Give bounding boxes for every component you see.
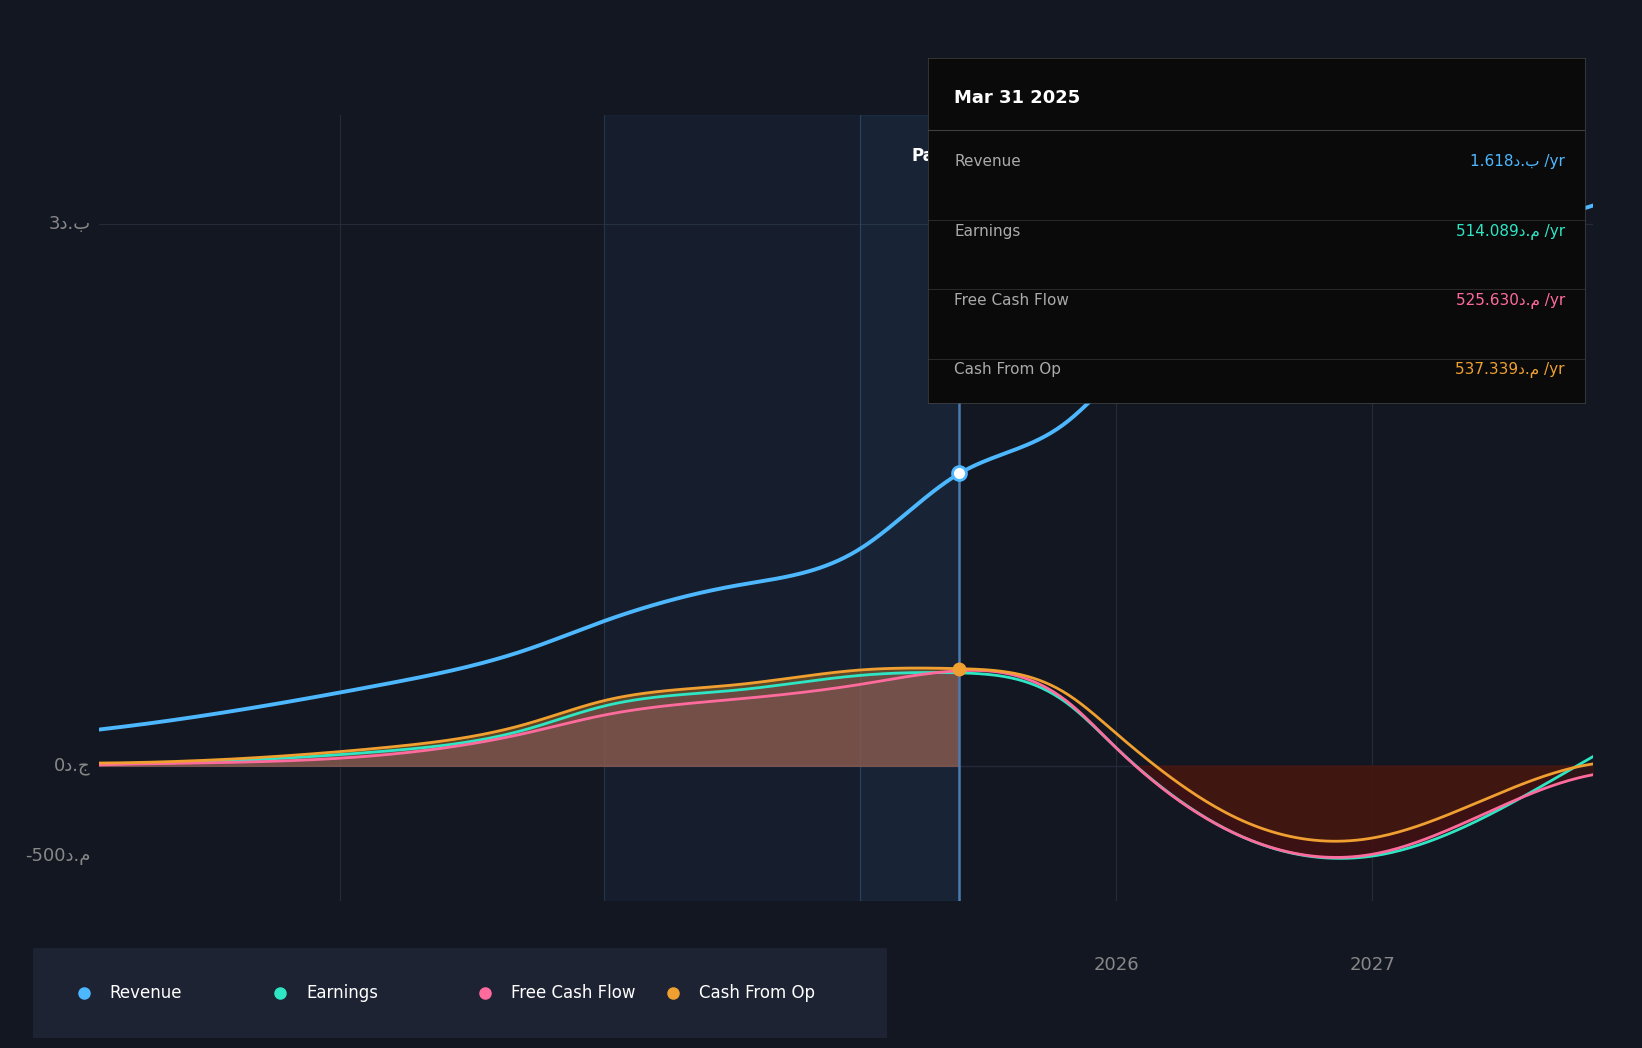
Text: Revenue: Revenue [954,154,1021,170]
Text: 0د.ج: 0د.ج [54,757,90,774]
Bar [604,115,860,901]
Text: Revenue: Revenue [110,984,182,1002]
Text: Earnings: Earnings [305,984,378,1002]
Text: 514.089د.م /yr: 514.089د.م /yr [1456,223,1565,240]
Text: Cash From Op: Cash From Op [954,362,1061,377]
Text: Earnings: Earnings [954,223,1020,239]
Text: 2025: 2025 [837,956,883,975]
Text: Free Cash Flow: Free Cash Flow [511,984,635,1002]
Text: -500د.م: -500د.م [26,847,90,865]
Text: Analysts Forecasts: Analysts Forecasts [970,147,1126,165]
Text: Mar 31 2025: Mar 31 2025 [954,89,1080,107]
Text: 2023: 2023 [317,956,363,975]
Text: 2024: 2024 [581,956,627,975]
Text: Past: Past [911,147,952,165]
Text: 2026: 2026 [1094,956,1140,975]
Text: 2027: 2027 [1350,956,1396,975]
Bar [860,115,959,901]
Text: Free Cash Flow: Free Cash Flow [954,292,1069,308]
Text: 1.618د.ب /yr: 1.618د.ب /yr [1470,154,1565,170]
Text: 525.630د.م /yr: 525.630د.م /yr [1455,292,1565,309]
Text: 537.339د.م /yr: 537.339د.م /yr [1455,362,1565,378]
Text: Cash From Op: Cash From Op [699,984,814,1002]
Text: 3د.ب: 3د.ب [49,215,90,233]
